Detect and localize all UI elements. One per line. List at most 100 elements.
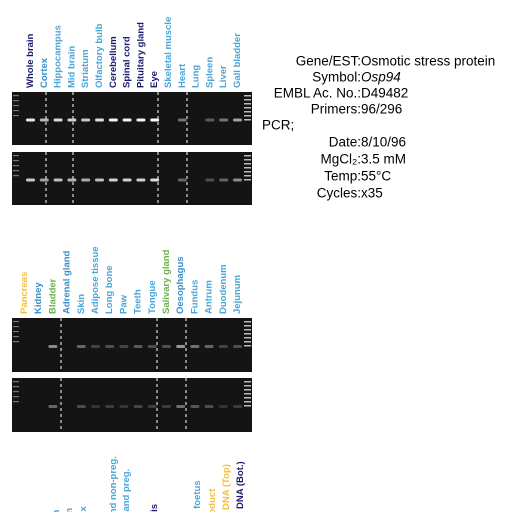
lane-label: dix bbox=[78, 506, 89, 512]
ladder-band bbox=[244, 115, 251, 117]
lane-label: Kidney bbox=[33, 282, 44, 314]
ladder-band bbox=[13, 326, 19, 328]
ladder-band bbox=[13, 160, 19, 162]
info-label: Symbol: bbox=[312, 70, 361, 85]
band bbox=[233, 178, 242, 182]
lane-label: Teeth bbox=[133, 289, 144, 314]
ladder-band bbox=[13, 175, 19, 177]
band bbox=[190, 405, 200, 408]
band bbox=[76, 345, 86, 348]
band bbox=[48, 345, 58, 348]
gels bbox=[12, 92, 252, 432]
lane-label: product bbox=[207, 488, 218, 512]
band bbox=[122, 118, 132, 122]
ladder-band bbox=[13, 110, 19, 112]
band bbox=[133, 345, 143, 348]
band bbox=[119, 405, 129, 408]
ladder-band bbox=[244, 171, 251, 173]
lane-label: Gall bladder bbox=[232, 33, 243, 88]
lane-label: olon bbox=[64, 508, 75, 512]
section-label: PCR; bbox=[262, 118, 294, 133]
band bbox=[81, 178, 91, 182]
lane-label: DNA (Bot.) bbox=[235, 461, 246, 509]
band bbox=[136, 118, 146, 122]
lane-label: Salivary gland bbox=[161, 249, 172, 314]
band bbox=[147, 405, 157, 408]
ladder-band bbox=[244, 325, 251, 327]
info-label: Gene/EST: bbox=[296, 54, 361, 69]
band bbox=[176, 405, 186, 408]
ladder-band bbox=[13, 381, 19, 383]
band bbox=[91, 405, 100, 408]
band bbox=[26, 178, 35, 182]
info-value: x35 bbox=[361, 186, 383, 201]
band bbox=[105, 405, 115, 408]
lane-label: Jejunum bbox=[232, 275, 243, 314]
ladder-band bbox=[13, 336, 19, 338]
info-value: 55°C bbox=[361, 169, 391, 184]
lane-label: Mid brain bbox=[66, 46, 77, 88]
lane-label: Bladder bbox=[47, 278, 58, 314]
band bbox=[67, 178, 77, 182]
lane-label: rmis bbox=[149, 504, 160, 512]
band bbox=[26, 118, 35, 122]
ladder-band bbox=[13, 105, 19, 107]
band bbox=[233, 118, 242, 122]
ladder-band bbox=[13, 396, 19, 398]
gel bbox=[12, 378, 252, 432]
band bbox=[147, 345, 157, 348]
lane-label: lon bbox=[51, 510, 62, 512]
lane-label: Spinal cord bbox=[122, 36, 133, 88]
info-value: D49482 bbox=[361, 86, 408, 101]
band bbox=[48, 405, 58, 408]
ladder-band bbox=[244, 341, 251, 343]
ladder-band bbox=[244, 155, 251, 157]
ladder-band bbox=[13, 331, 19, 333]
ladder-band bbox=[244, 107, 251, 109]
band bbox=[176, 345, 186, 348]
gel bbox=[12, 92, 252, 145]
ladder-band bbox=[244, 179, 251, 181]
ladder-band bbox=[244, 329, 251, 331]
band bbox=[190, 345, 200, 348]
lane-label: Adipose tissue bbox=[90, 246, 101, 314]
ladder-band bbox=[244, 159, 251, 161]
ladder-band bbox=[244, 111, 251, 113]
info-value: 8/10/96 bbox=[361, 135, 406, 150]
lane-label: gland preg. bbox=[121, 469, 132, 512]
ladder-band bbox=[244, 337, 251, 339]
lane-label: Hippocampus bbox=[53, 25, 64, 88]
band bbox=[177, 178, 187, 182]
ladder-band bbox=[13, 95, 19, 97]
info-value: Osmotic stress protein bbox=[361, 54, 495, 69]
ladder-band bbox=[244, 345, 251, 347]
ladder-band bbox=[244, 321, 251, 323]
info-label: Primers: bbox=[311, 102, 361, 117]
ladder-band bbox=[244, 103, 251, 105]
band bbox=[91, 345, 100, 348]
info-value: Osp94 bbox=[361, 70, 401, 85]
lane-label: Long bone bbox=[104, 265, 115, 314]
lane-label: Cerebellum bbox=[108, 36, 119, 88]
info-value: 3.5 mM bbox=[361, 152, 406, 167]
lane-label: Pancreas bbox=[19, 272, 30, 314]
lane-label: Whole brain bbox=[25, 33, 36, 88]
lane-label: Skeletal muscle bbox=[163, 17, 174, 88]
ladder-band bbox=[13, 170, 19, 172]
band bbox=[105, 345, 115, 348]
ladder-band bbox=[13, 386, 19, 388]
lane-label: Heart bbox=[177, 63, 188, 88]
lane-label: Olfactory bulb bbox=[94, 23, 105, 88]
ladder-band bbox=[244, 393, 251, 395]
ladder-band bbox=[244, 175, 251, 177]
info-value: 96/296 bbox=[361, 102, 402, 117]
ladder-band bbox=[244, 119, 251, 121]
band bbox=[177, 118, 187, 122]
lane-label: m foetus bbox=[192, 480, 203, 512]
band bbox=[218, 345, 228, 348]
gel bbox=[12, 318, 252, 372]
band bbox=[162, 345, 171, 348]
band bbox=[218, 405, 228, 408]
